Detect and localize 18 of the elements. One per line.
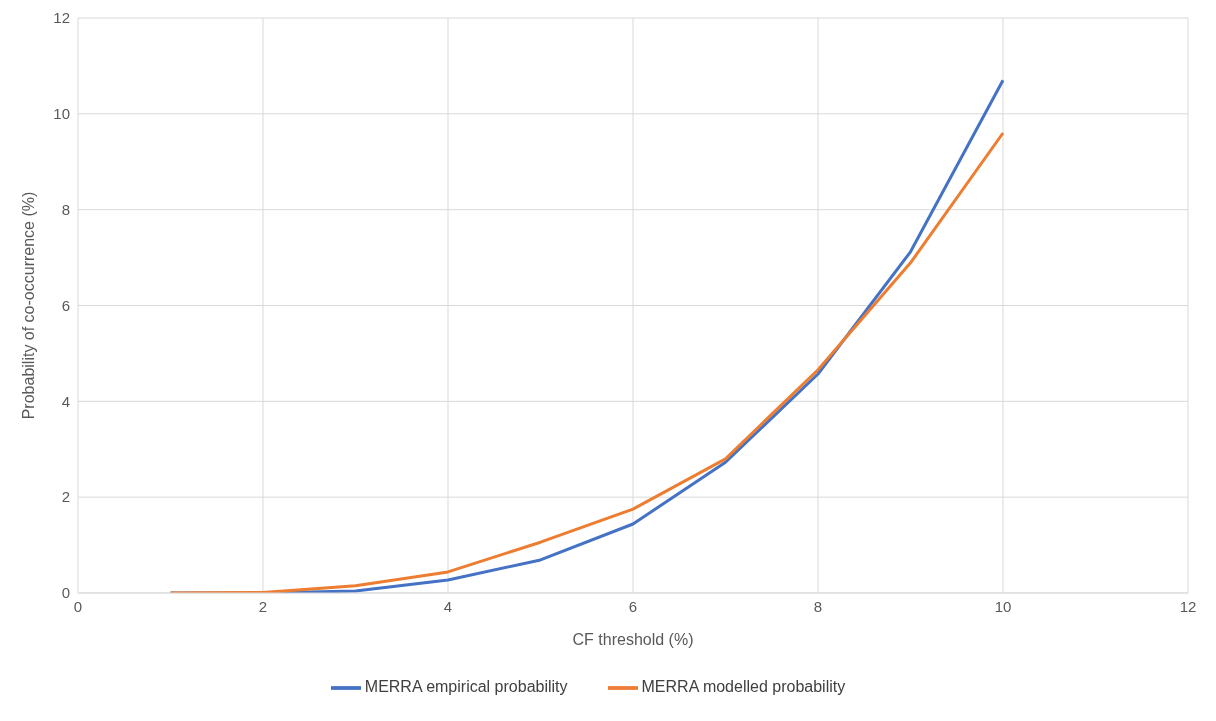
x-tick-label: 8 [813, 597, 823, 615]
y-tick-label: 8 [61, 200, 70, 218]
x-tick-label: 10 [994, 597, 1012, 615]
legend-label: MERRA empirical probability [364, 678, 568, 696]
x-tick-label: 12 [1179, 597, 1197, 615]
x-tick-label: 6 [628, 597, 638, 615]
y-tick-label: 2 [61, 488, 70, 506]
y-tick-label: 12 [53, 9, 70, 27]
x-tick-label: 4 [443, 597, 453, 615]
y-tick-label: 4 [61, 392, 70, 410]
legend-label: MERRA modelled probability [641, 678, 846, 696]
y-tick-label: 10 [53, 105, 70, 123]
x-axis-title: CF threshold (%) [572, 631, 694, 648]
y-axis-title: Probability of co-occurrence (%) [19, 191, 37, 420]
x-tick-label: 0 [73, 597, 83, 615]
x-tick-label: 2 [258, 597, 268, 615]
y-tick-label: 6 [61, 296, 70, 314]
y-tick-label: 0 [61, 584, 70, 602]
